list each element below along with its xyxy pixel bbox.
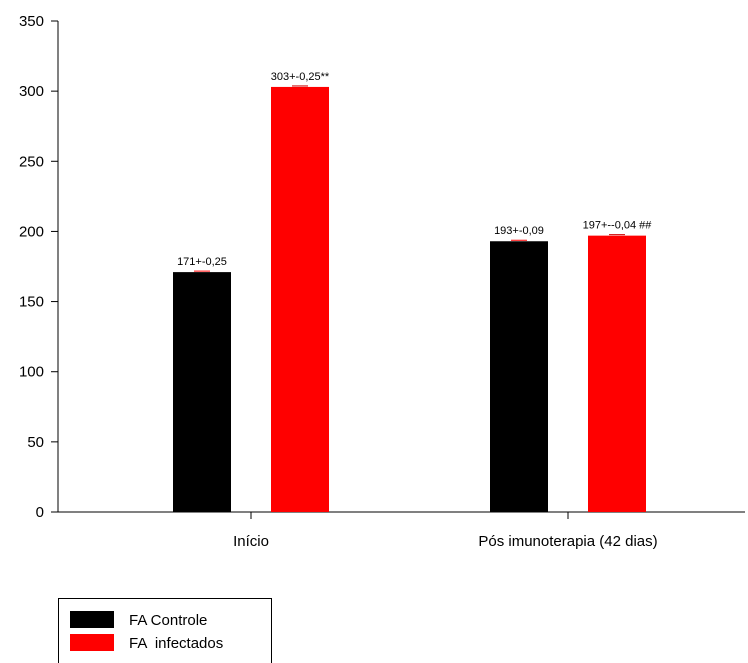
data-label: 193+-0,09 — [494, 225, 544, 237]
legend-label: FA Controle — [129, 612, 207, 629]
y-tick-label: 50 — [27, 434, 44, 451]
bar — [490, 241, 548, 512]
bar — [271, 86, 329, 512]
x-tick-label: Início — [233, 533, 269, 550]
y-tick-label: 250 — [19, 153, 44, 170]
y-tick-label: 100 — [19, 364, 44, 381]
bars: 171+-0,25 303+-0,25** 193+-0,09 197+--0,04 … — [173, 71, 652, 512]
y-axis: 0 50 100 150 200 250 300 350 — [19, 13, 59, 521]
y-tick-label: 350 — [19, 13, 44, 30]
bar — [588, 235, 646, 512]
legend-swatch — [70, 611, 114, 628]
data-label: 171+-0,25 — [177, 256, 227, 268]
legend-swatch — [70, 634, 114, 651]
data-label: 197+--0,04 ## — [583, 220, 653, 232]
legend-label: FA infectados — [129, 635, 223, 652]
x-axis: Início Pós imunoterapia (42 dias) — [58, 511, 745, 550]
bar — [173, 272, 231, 512]
legend: FA Controle FA infectados — [58, 598, 272, 663]
y-tick-label: 300 — [19, 83, 44, 100]
data-label: 303+-0,25** — [271, 71, 330, 83]
x-tick-label: Pós imunoterapia (42 dias) — [478, 533, 657, 550]
y-tick-label: 0 — [36, 504, 44, 521]
y-tick-label: 200 — [19, 223, 44, 240]
legend-box — [58, 598, 272, 663]
y-tick-label: 150 — [19, 294, 44, 311]
